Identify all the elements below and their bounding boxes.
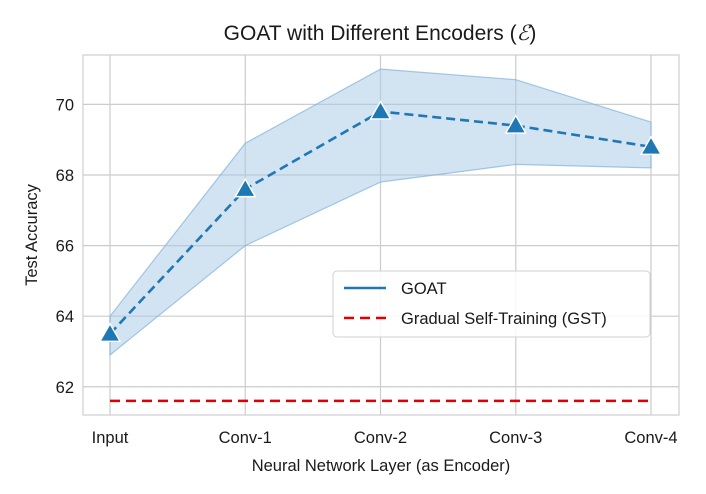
x-tick-label: Conv-3 <box>489 429 542 447</box>
goat-data-point <box>639 135 663 155</box>
y-tick-label: 68 <box>56 167 74 185</box>
goat-data-point <box>369 100 392 120</box>
x-axis-label: Neural Network Layer (as Encoder) <box>252 457 511 475</box>
y-tick-labels: 62 64 66 68 70 <box>56 96 74 396</box>
legend: GOAT Gradual Self-Training (GST) <box>332 270 651 338</box>
x-tick-label: Input <box>92 429 129 447</box>
x-tick-labels: Input Conv-1 Conv-2 Conv-3 Conv-4 <box>92 429 678 447</box>
chart-title: GOAT with Different Encoders (ℰ) <box>224 21 537 45</box>
x-tick-label: Conv-4 <box>624 429 677 447</box>
y-axis-label: Test Accuracy <box>23 183 41 286</box>
encoder-symbol: ℰ <box>517 21 532 45</box>
legend-gst-label: Gradual Self-Training (GST) <box>401 310 607 328</box>
goat-data-point <box>504 114 527 134</box>
y-tick-label: 66 <box>56 238 74 256</box>
goat-data-point <box>234 177 257 198</box>
goat-data-point <box>98 322 122 343</box>
y-tick-label: 62 <box>56 379 74 397</box>
x-tick-label: Conv-2 <box>354 429 407 447</box>
x-tick-label: Conv-1 <box>219 429 272 447</box>
goat-markers <box>98 100 663 343</box>
legend-box <box>332 270 651 338</box>
y-tick-label: 64 <box>56 308 74 326</box>
legend-goat-label: GOAT <box>401 280 447 298</box>
goat-confidence-band <box>109 68 652 357</box>
y-tick-label: 70 <box>56 96 74 114</box>
